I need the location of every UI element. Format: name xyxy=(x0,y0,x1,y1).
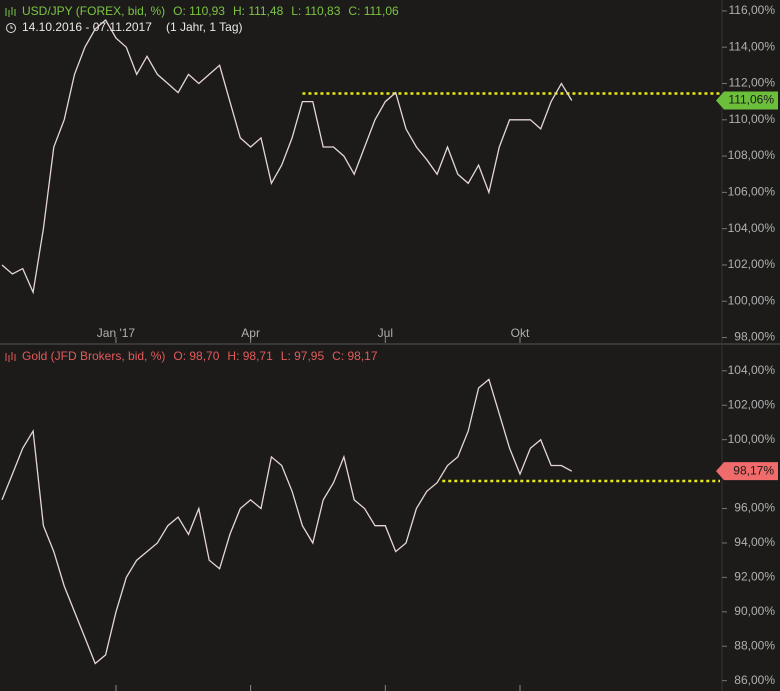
y-tick-label: 108,00% xyxy=(728,148,776,162)
y-tick-label: 104,00% xyxy=(728,363,776,377)
y-tick-label: 90,00% xyxy=(734,604,775,618)
panel-title: USD/JPY (FOREX, bid, %) xyxy=(22,4,165,18)
y-tick-label: 110,00% xyxy=(729,112,776,126)
last-price-box xyxy=(716,91,778,110)
y-tick-label: 106,00% xyxy=(728,185,776,199)
ohlc-value: H: 111,48 xyxy=(233,4,284,18)
last-price-label: 98,17% xyxy=(733,463,774,477)
last-price-label: 111,06% xyxy=(728,93,774,107)
x-tick-label: Jul xyxy=(378,326,393,340)
y-tick-label: 116,00% xyxy=(729,3,776,17)
chart-icon xyxy=(5,7,16,17)
ohlc-value: L: 97,95 xyxy=(281,349,325,363)
x-tick-label: Apr xyxy=(241,326,260,340)
y-tick-label: 86,00% xyxy=(734,673,775,687)
ohlc-value: C: 98,17 xyxy=(332,349,378,363)
last-price-box xyxy=(716,462,778,481)
ohlc-value: O: 98,70 xyxy=(173,349,219,363)
y-tick-label: 102,00% xyxy=(728,257,776,271)
panel-title: Gold (JFD Brokers, bid, %) xyxy=(22,349,165,363)
range-note: (1 Jahr, 1 Tag) xyxy=(166,20,243,34)
ohlc-value: H: 98,71 xyxy=(227,349,273,363)
y-tick-label: 92,00% xyxy=(734,570,775,584)
chart-icon xyxy=(5,352,16,362)
price-line xyxy=(1,18,573,295)
date-range: 14.10.2016 - 07.11.2017 xyxy=(22,20,152,34)
y-tick-label: 98,00% xyxy=(734,330,775,344)
y-tick-label: 100,00% xyxy=(728,293,776,307)
y-tick-label: 104,00% xyxy=(728,221,776,235)
y-tick-label: 96,00% xyxy=(734,501,775,515)
y-tick-label: 112,00% xyxy=(729,76,776,90)
y-tick-label: 94,00% xyxy=(734,535,775,549)
ohlc-value: O: 110,93 xyxy=(173,4,225,18)
ohlc-value: C: 111,06 xyxy=(348,4,399,18)
y-tick-label: 114,00% xyxy=(729,39,776,53)
y-tick-label: 102,00% xyxy=(728,397,776,411)
clock-hand xyxy=(10,25,13,29)
y-tick-label: 100,00% xyxy=(728,432,776,446)
x-tick-label: Okt xyxy=(511,326,530,340)
clock-icon xyxy=(6,23,16,33)
x-tick-label: Jan '17 xyxy=(97,326,136,340)
price-line xyxy=(1,378,573,665)
y-tick-label: 88,00% xyxy=(734,638,775,652)
ohlc-value: L: 110,83 xyxy=(291,4,340,18)
